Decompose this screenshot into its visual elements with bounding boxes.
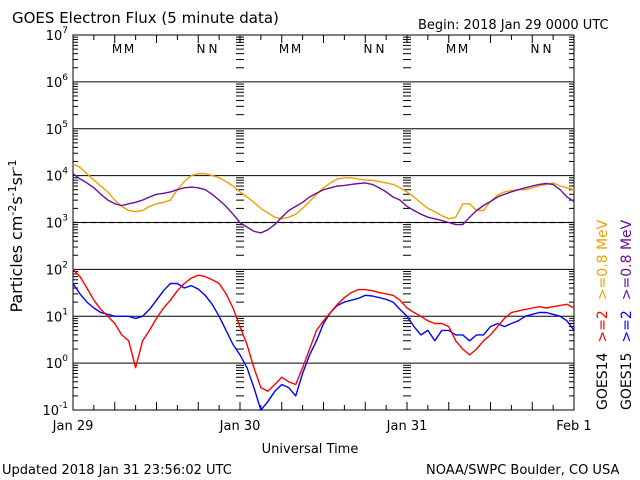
satellite-marker: N [531,42,540,56]
series-line [72,268,575,392]
satellite-marker: N [543,42,552,56]
y-tick-label: 103 [46,214,68,232]
legend-goes15: GOES15 >=2 >=0.8 MeV [619,219,635,410]
y-tick-label: 105 [46,120,68,138]
legend-goes15-2mev: >=2 [619,310,635,342]
x-tick-label: Jan 30 [219,419,261,434]
series-line [72,173,575,234]
begin-time: Begin: 2018 Jan 29 0000 UTC [418,18,609,33]
y-tick-label: 10-1 [42,401,68,419]
series-line [72,163,575,220]
y-tick-label: 101 [46,307,68,325]
y-tick-label: 100 [46,354,69,372]
legend-goes14-2mev: >=2 [595,310,611,342]
legend: GOES14 >=2 >=0.8 MeV GOES15 >=2 >=0.8 MeV [595,219,635,410]
satellite-marker: N [209,42,218,56]
updated-time: Updated 2018 Jan 31 23:56:02 UTC [2,463,232,478]
legend-goes15-08mev: >=0.8 MeV [619,219,635,300]
satellite-marker: M [458,42,468,56]
legend-goes14-label: GOES14 [595,352,611,410]
x-tick-label: Jan 29 [52,419,94,434]
chart-title: GOES Electron Flux (5 minute data) [12,9,279,27]
satellite-marker: M [446,42,456,56]
y-tick-label: 106 [46,73,69,91]
legend-goes15-label: GOES15 [619,353,635,410]
satellite-marker: N [364,42,373,56]
x-tick-label: Jan 31 [386,419,428,434]
credit-text: NOAA/SWPC Boulder, CO USA [426,463,619,478]
x-axis-title: Universal Time [262,442,359,457]
satellite-marker: M [291,42,301,56]
y-tick-label: 104 [46,167,69,185]
series-line [72,282,575,411]
satellite-marker: M [279,42,289,56]
legend-goes14: GOES14 >=2 >=0.8 MeV [595,219,611,410]
y-axis-title: Particles cm-2s-1sr-1 [6,159,26,312]
satellite-marker: N [197,42,206,56]
legend-goes14-08mev: >=0.8 MeV [595,219,611,300]
y-tick-label: 102 [46,260,68,278]
y-tick-label: 107 [46,26,68,44]
x-tick-label: Feb 1 [556,419,591,434]
plot-frame [72,34,575,411]
satellite-marker: M [124,42,134,56]
satellite-marker: N [376,42,385,56]
satellite-marker: M [112,42,122,56]
